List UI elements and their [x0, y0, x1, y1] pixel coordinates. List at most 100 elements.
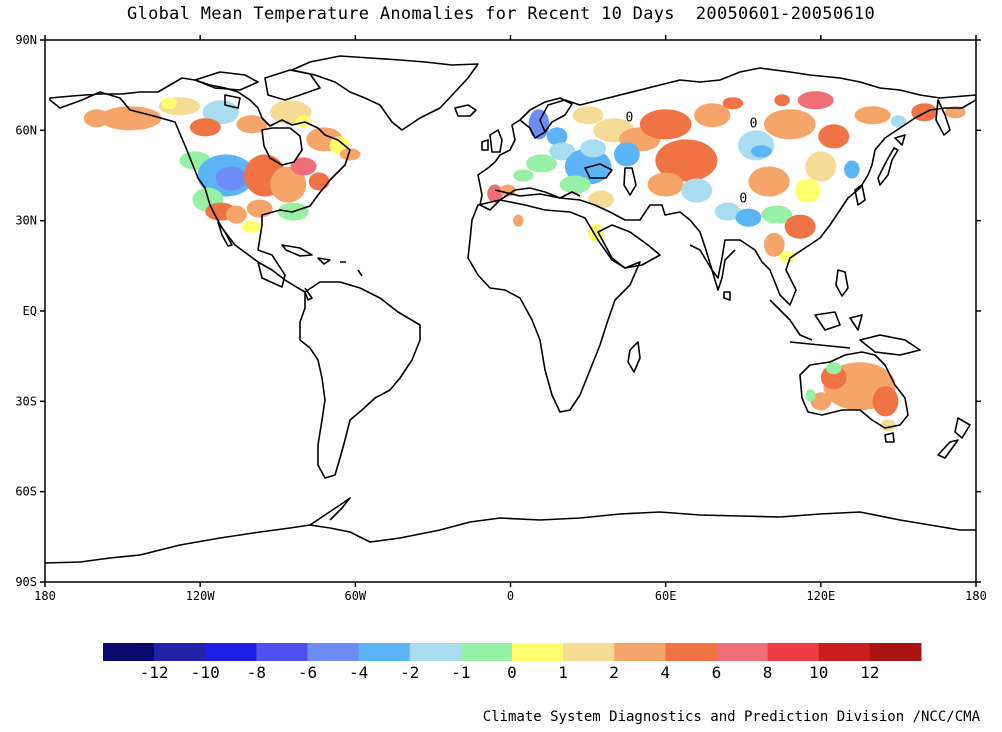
legend-swatch — [665, 643, 717, 661]
anomaly-patch — [226, 205, 247, 224]
lat-tick-label: 30N — [15, 214, 37, 228]
coastline-korea — [854, 184, 866, 206]
lon-tick-label: 180 — [34, 589, 56, 603]
lat-tick-label: EQ — [23, 304, 37, 318]
legend-label: 0 — [507, 663, 517, 682]
map-frame — [44, 39, 977, 583]
legend-label: -10 — [191, 663, 220, 682]
legend-label: 2 — [609, 663, 619, 682]
lat-tick-label: 60S — [15, 485, 37, 499]
lat-tick-label: 90S — [15, 575, 37, 589]
anomaly-patch — [647, 172, 684, 197]
lon-tick-label: 0 — [507, 589, 514, 603]
legend-swatch — [358, 643, 411, 661]
anomaly-shading — [83, 91, 966, 432]
coastline-baja — [217, 221, 233, 247]
legend-swatch — [716, 643, 769, 661]
coastline-kamchatka — [935, 99, 951, 136]
anomaly-patch — [797, 91, 834, 110]
coastline-arabia — [597, 224, 661, 269]
legend-swatch — [869, 643, 922, 661]
legend-swatch — [205, 643, 257, 661]
coastline-caspian-sea — [623, 167, 637, 196]
coastline-philippines — [835, 269, 849, 297]
anomaly-patch — [761, 205, 793, 224]
coastline-south-america — [299, 281, 421, 479]
anomaly-patch — [487, 184, 503, 203]
contour-label: 0 — [739, 192, 747, 207]
anomaly-patch — [890, 115, 907, 128]
anomaly-patch — [236, 115, 268, 134]
anomaly-patch — [748, 166, 790, 197]
anomaly-patch — [588, 190, 614, 209]
anomaly-patch — [763, 232, 785, 257]
anomaly-patch — [751, 145, 772, 158]
legend-label: 12 — [860, 663, 879, 682]
legend-label: 10 — [809, 663, 828, 682]
anomaly-patch — [290, 157, 317, 176]
contour-label: 0 — [750, 116, 758, 131]
anomaly-patch — [880, 419, 896, 432]
lat-tick-label: 90N — [15, 33, 37, 47]
anomaly-patch — [99, 106, 162, 131]
legend-swatch — [512, 643, 564, 661]
anomaly-patch — [826, 362, 842, 375]
anomaly-patch — [546, 127, 568, 146]
lat-tick-label: 60N — [15, 123, 37, 137]
legend-swatch — [563, 643, 615, 661]
legend-swatch — [767, 643, 820, 661]
lon-tick-label: 180 — [965, 589, 987, 603]
lon-tick-label: 60W — [344, 589, 366, 603]
anomaly-patch — [308, 172, 330, 191]
anomaly-patch — [526, 154, 558, 173]
anomaly-patch — [241, 220, 263, 233]
lon-tick-label: 120W — [186, 589, 216, 603]
coastline-antarctica — [45, 511, 976, 564]
color-legend: -12 -10 -8 -6 -4 -2 -1 0 1 2 4 6 8 10 12 — [103, 643, 922, 682]
coastline-british-isles — [481, 129, 503, 153]
anomaly-patch — [779, 250, 795, 263]
anomaly-patch — [559, 175, 591, 194]
legend-label: -1 — [451, 663, 470, 682]
anomaly-patch — [844, 160, 860, 179]
anomaly-patch — [735, 208, 762, 227]
coastline-caribbean — [281, 244, 363, 277]
anomaly-patch — [83, 109, 110, 128]
coastline-japan — [877, 134, 906, 186]
coastline-tasmania — [884, 432, 895, 443]
coastline-iceland — [454, 104, 477, 117]
anomaly-patch — [580, 139, 607, 158]
anomaly-patch — [588, 223, 604, 242]
anomaly-patch — [215, 166, 247, 191]
legend-label: 6 — [712, 663, 722, 682]
legend-label: -8 — [247, 663, 266, 682]
lon-tick-label: 120E — [806, 589, 835, 603]
anomaly-patch — [774, 94, 790, 107]
anomaly-patch — [549, 142, 576, 161]
anomaly-patch — [944, 106, 966, 119]
anomaly-patch — [189, 118, 221, 137]
legend-swatch — [103, 643, 155, 661]
anomaly-patch — [810, 392, 832, 411]
coastline-greenland — [291, 55, 479, 131]
lon-tick-label: 60E — [655, 589, 677, 603]
anomaly-patch — [818, 124, 850, 149]
anomaly-patch — [269, 166, 307, 203]
coastline-sri-lanka — [723, 291, 731, 301]
anomaly-patch — [872, 386, 899, 417]
anomaly-patch — [794, 178, 821, 203]
lat-tick-label: 30S — [15, 394, 37, 408]
contour-labels: 0 0 0 — [626, 110, 758, 206]
anomaly-patch — [613, 142, 640, 167]
anomaly-patch — [805, 151, 837, 182]
coastlines — [45, 55, 976, 564]
coastline-north-america — [49, 77, 351, 288]
legend-swatch — [154, 643, 206, 661]
coastline-india — [689, 244, 736, 291]
coastline-australia — [799, 351, 909, 429]
legend-label: -12 — [140, 663, 169, 682]
legend-label: -2 — [400, 663, 419, 682]
anomaly-patch — [572, 106, 604, 125]
anomaly-patch — [681, 178, 713, 203]
coastline-new-zealand — [937, 417, 971, 459]
